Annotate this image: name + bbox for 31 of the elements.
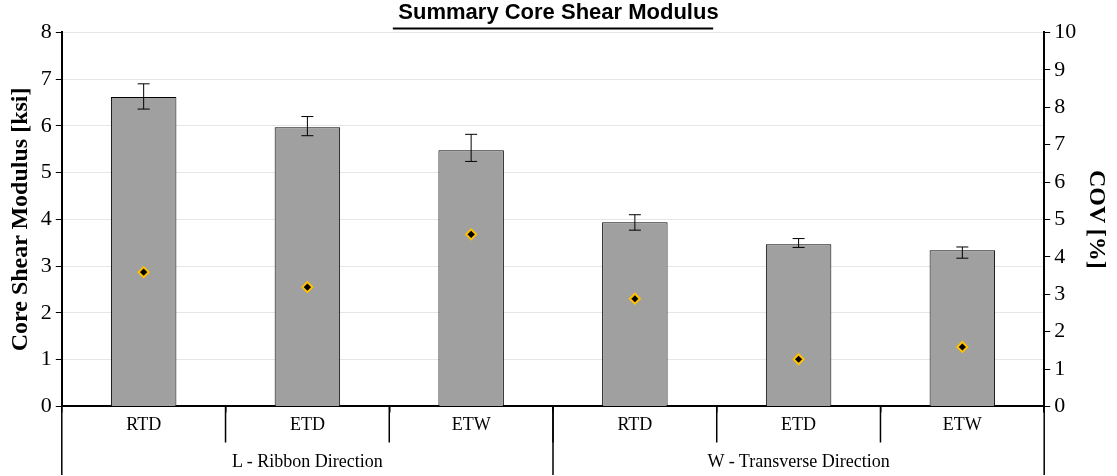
x-tick-label: ETW [451,413,491,434]
y-tick-label: 1 [40,345,52,371]
x-tick-label: ETD [289,413,325,434]
y2-tick-label: 2 [1054,317,1066,343]
y2-tick-label: 0 [1054,392,1066,418]
y2-tick-label: 9 [1054,55,1066,81]
y2-tick-label: 6 [1054,167,1066,193]
x-tick-label: RTD [126,413,162,434]
y2-tick-label: 5 [1054,205,1066,231]
y2-tick-label: 1 [1054,354,1066,380]
x-tick-label: ETW [942,413,982,434]
y2-tick-label: 7 [1054,130,1066,156]
y-tick-label: 7 [40,64,52,90]
y-tick-label: 3 [40,251,52,277]
text: L - Ribbon Direction [231,450,383,471]
y2-tick-label: 4 [1054,242,1066,268]
x-tick-label: ETD [781,413,817,434]
y2-axis-title: COV [%] [1085,169,1112,269]
y-tick-label: 0 [40,392,52,418]
chart-title: Summary Core Shear Modulus [398,0,719,25]
y-tick-label: 2 [40,298,52,324]
y2-tick-label: 10 [1054,18,1077,44]
y-tick-label: 8 [40,18,52,44]
y-tick-label: 4 [40,205,52,231]
y2-tick-label: 3 [1054,279,1066,305]
y-tick-label: 5 [40,158,52,184]
y2-tick-label: 8 [1054,92,1066,118]
y-tick-label: 6 [40,111,52,137]
x-tick-label: RTD [617,413,653,434]
y-axis-title: Core Shear Modulus [ksi] [5,87,32,352]
text: W - Transverse Direction [707,450,890,471]
